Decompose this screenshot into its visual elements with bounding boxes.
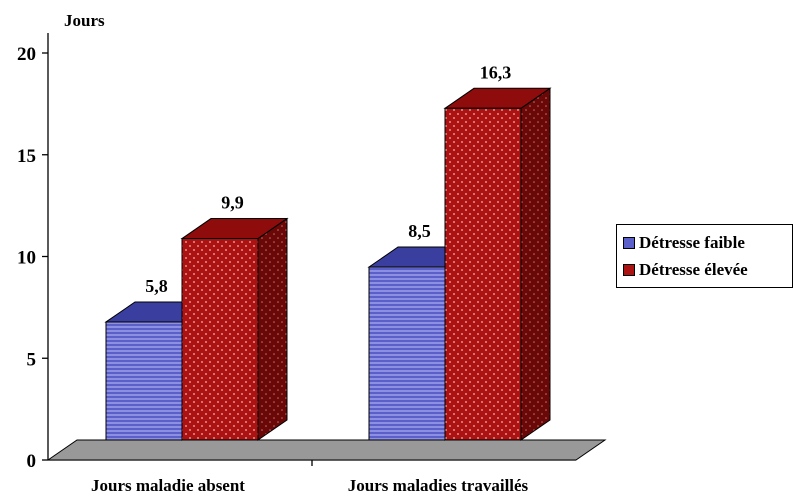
legend-swatch-red [623,264,635,276]
bar-front [105,321,183,441]
y-ticks [42,52,48,461]
legend: Détresse faible Détresse élevée [616,224,793,288]
data-label-detresse-faible-travailles: 8,5 [408,221,431,241]
bars [104,87,552,441]
y-tick-label-0: 0 [27,451,37,472]
bar-front [368,266,446,441]
bar-front [181,238,259,441]
chart-floor [46,439,607,461]
bar-side [520,87,551,441]
bar-detresse-elevee-travailles [443,87,552,441]
bar-front [444,107,522,441]
y-tick-labels: 0 5 10 15 20 [17,44,36,472]
y-tick-label-3: 15 [17,146,36,167]
data-label-detresse-elevee-travailles: 16,3 [480,62,512,82]
legend-item-detresse-faible: Détresse faible [623,233,745,253]
legend-swatch-blue [623,237,635,249]
y-tick-label-4: 20 [17,44,36,65]
data-label-detresse-faible-absent: 5,8 [145,276,168,296]
y-axis-label: Jours [64,11,105,30]
x-category-label-absent: Jours maladie absent [91,476,245,495]
x-category-label-travailles: Jours maladies travaillés [348,476,529,495]
data-label-detresse-elevee-absent: 9,9 [221,193,244,213]
legend-label-detresse-elevee: Détresse élevée [639,260,748,279]
legend-item-detresse-elevee: Détresse élevée [623,260,748,280]
bar-detresse-elevee-absent [180,217,289,441]
y-tick-label-2: 10 [17,248,36,269]
data-labels: 5,8 8,5 9,9 16,3 [145,62,511,296]
y-tick-label-1: 5 [27,349,37,370]
legend-label-detresse-faible: Détresse faible [639,233,745,252]
bar-side [257,217,288,441]
